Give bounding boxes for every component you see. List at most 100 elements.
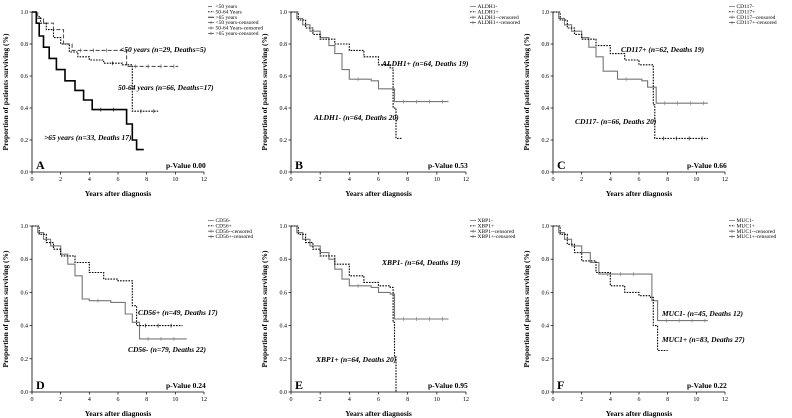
x-tick-label: 0: [31, 177, 34, 183]
y-tick-label: 0.6: [21, 290, 29, 296]
panel-f: 0.0 0.2 0.4 0.6 0.8 1.0 0 2 4 6 8 10 12 Proportion of…: [522, 218, 777, 418]
legend-entry: >65 years: [216, 15, 238, 21]
y-tick-label: 0.6: [280, 74, 288, 80]
group-annotation: ALDH1- (n=64, Deaths 20): [313, 113, 399, 122]
group-annotation: CD56+ (n=49, Deaths 17): [138, 308, 218, 317]
legend-entry: <50 years-censored: [216, 20, 259, 26]
series-line-2: [32, 11, 159, 112]
x-tick-label: 0: [290, 397, 293, 403]
y-tick-label: 0.8: [21, 257, 29, 263]
legend-entry: ALDH1-: [478, 4, 498, 10]
series-line-1: [32, 225, 187, 340]
panel-e: 0.0 0.2 0.4 0.6 0.8 1.0 0 2 4 6 8 10 12 Proportion of…: [260, 218, 516, 418]
p-value: p-Value 0.53: [428, 161, 468, 170]
x-tick-label: 0: [552, 177, 555, 183]
y-tick-label: 1.0: [280, 10, 288, 16]
y-tick-label: 0.4: [542, 324, 550, 330]
x-tick-label: 6: [638, 397, 641, 403]
legend-entry: XBP1+-censored: [478, 234, 516, 240]
x-axis-title: Years after diagnosis: [606, 189, 673, 198]
x-tick-label: 4: [88, 177, 91, 183]
y-tick-label: 1.0: [280, 224, 288, 230]
group-annotation: >65 years (n=33, Deaths 17): [44, 133, 132, 142]
p-value: p-Value 0.95: [428, 381, 468, 390]
group-annotation: 50-64 years (n=66, Deaths=17): [118, 83, 214, 92]
x-axis-title: Years after diagnosis: [345, 409, 412, 418]
x-tick-label: 12: [722, 397, 728, 403]
x-tick-label: 8: [666, 397, 669, 403]
legend-entry: CD56--censored: [216, 229, 253, 235]
x-axis-title: Years after diagnosis: [606, 409, 673, 418]
y-axis-title: Proportion of patients surviving (%): [1, 33, 10, 150]
y-tick-label: 0.6: [280, 290, 288, 296]
panel-letter: B: [295, 158, 303, 172]
panel-c: 0.0 0.2 0.4 0.6 0.8 1.0 0 2 4 6 8 10 12 Proportion of…: [522, 4, 777, 198]
x-tick-label: 4: [348, 177, 351, 183]
x-axis-title: Years after diagnosis: [85, 189, 152, 198]
legend: ALDH1-ALDH1+ALDH1--censoredALDH1+-censor…: [470, 4, 520, 26]
y-tick-label: 1.0: [21, 10, 29, 16]
panel-letter: C: [557, 158, 566, 172]
legend-entry: XBP1--censored: [478, 229, 515, 235]
x-tick-label: 0: [290, 177, 293, 183]
y-tick-label: 0.8: [280, 257, 288, 263]
y-tick-label: 0.0: [21, 170, 29, 176]
series-line-2: [32, 225, 183, 327]
y-tick-label: 0.2: [542, 138, 550, 144]
series-line-2: [553, 225, 668, 352]
x-tick-label: 12: [201, 177, 207, 183]
y-tick-label: 0.2: [21, 138, 29, 144]
x-tick-label: 10: [693, 177, 699, 183]
p-value: p-Value 0.00: [166, 161, 206, 170]
panel-letter: A: [36, 158, 45, 172]
y-tick-label: 0.4: [280, 324, 288, 330]
x-tick-label: 8: [406, 177, 409, 183]
y-tick-label: 0.8: [280, 42, 288, 48]
legend-entry: XBP1+: [478, 223, 495, 229]
y-tick-label: 0.0: [21, 390, 29, 396]
series-line-2: [291, 11, 402, 139]
panel-a: 0.0 0.2 0.4 0.6 0.8 1.0 0 2 4 6 8 10 12 Proportion of…: [1, 4, 263, 198]
legend-entry: CD117+: [737, 9, 756, 15]
y-tick-label: 0.6: [542, 74, 550, 80]
panel-letter: E: [295, 378, 303, 392]
x-tick-label: 10: [172, 177, 178, 183]
x-tick-label: 2: [319, 397, 322, 403]
x-tick-label: 2: [59, 397, 62, 403]
legend-entry: XBP1-: [478, 218, 493, 224]
series-line-1: [32, 11, 179, 67]
x-tick-label: 4: [348, 397, 351, 403]
x-tick-label: 6: [117, 177, 120, 183]
x-tick-label: 8: [145, 397, 148, 403]
legend-entry: <50 years: [216, 4, 238, 10]
x-tick-label: 6: [638, 177, 641, 183]
x-tick-label: 8: [406, 397, 409, 403]
group-annotation: CD117+ (n=62, Deaths 19): [621, 45, 705, 54]
legend-entry: CD117--censored: [737, 15, 776, 21]
y-axis-title: Proportion of patients surviving (%): [1, 250, 10, 367]
p-value: p-Value 0.66: [687, 161, 727, 170]
legend-entry: ALDH1+-censored: [478, 20, 521, 26]
legend-entry: MUC1--censored: [737, 229, 776, 235]
legend-entry: CD56+: [216, 223, 232, 229]
y-tick-label: 0.6: [21, 74, 29, 80]
group-annotation: ALDH1+ (n=64, Deaths 19): [381, 59, 469, 68]
y-tick-label: 0.2: [280, 357, 288, 363]
x-axis-title: Years after diagnosis: [85, 409, 152, 418]
group-annotation: CD117- (n=66, Deaths 20): [575, 117, 657, 126]
x-axis-title: Years after diagnosis: [345, 189, 412, 198]
y-tick-label: 0.8: [542, 257, 550, 263]
y-tick-label: 0.4: [21, 106, 29, 112]
group-annotation: MUC1+ (n=83, Deaths 27): [661, 335, 745, 344]
legend-entry: CD56+-censored: [216, 234, 254, 240]
y-tick-label: 0.0: [542, 390, 550, 396]
series-line-1: [553, 225, 708, 322]
x-tick-label: 12: [722, 177, 728, 183]
x-tick-label: 6: [377, 177, 380, 183]
x-tick-label: 8: [145, 177, 148, 183]
x-tick-label: 6: [377, 397, 380, 403]
legend-entry: CD117-: [737, 4, 755, 10]
